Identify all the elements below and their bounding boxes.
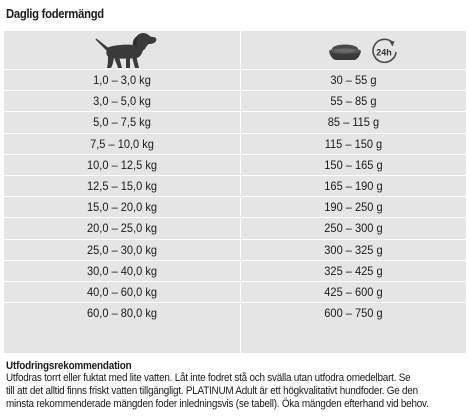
food-amount-cell: 55 – 85 g xyxy=(330,94,377,109)
table-row: 10,0 – 12,5 kg 150 – 165 g xyxy=(4,153,466,175)
page-title: Daglig fodermängd xyxy=(6,7,104,21)
weight-cell: 20,0 – 25,0 kg xyxy=(87,221,157,236)
table-row: 40,0 – 60,0 kg 425 – 600 g xyxy=(4,280,466,302)
food-amount-cell: 165 – 190 g xyxy=(324,178,383,193)
table-row: 25,0 – 30,0 kg 300 – 325 g xyxy=(4,238,466,260)
column-divider xyxy=(240,31,241,353)
food-amount-cell: 300 – 325 g xyxy=(324,242,383,257)
table-row: 60,0 – 80,0 kg 600 – 750 g xyxy=(4,302,466,323)
feeding-table: 24h 1,0 – 3,0 kg 30 – 55 g 3,0 – 5,0 kg … xyxy=(4,31,466,353)
food-amount-cell: 115 – 150 g xyxy=(324,136,383,151)
table-row: 7,5 – 10,0 kg 115 – 150 g xyxy=(4,132,466,154)
food-amount-cell: 30 – 55 g xyxy=(330,73,377,87)
recommendation-text: Utfodras torrt eller fuktat med lite vat… xyxy=(6,372,465,412)
clock-label: 24h xyxy=(376,48,392,58)
weight-cell: 1,0 – 3,0 kg xyxy=(93,73,151,87)
food-amount-cell: 325 – 425 g xyxy=(324,263,383,278)
weight-cell: 5,0 – 7,5 kg xyxy=(93,115,151,130)
weight-cell: 30,0 – 40,0 kg xyxy=(87,263,157,278)
weight-cell: 15,0 – 20,0 kg xyxy=(87,200,157,215)
weight-cell: 40,0 – 60,0 kg xyxy=(87,284,157,299)
weight-cell: 25,0 – 30,0 kg xyxy=(87,242,157,257)
recommendation-line: Utfodras torrt eller fuktat med lite vat… xyxy=(6,372,411,384)
food-amount-cell: 85 – 115 g xyxy=(327,115,380,130)
table-row: 12,5 – 15,0 kg 165 – 190 g xyxy=(4,174,466,196)
weight-cell: 60,0 – 80,0 kg xyxy=(87,306,157,321)
24h-clock-icon: 24h xyxy=(372,38,397,64)
food-amount-cell: 190 – 250 g xyxy=(324,200,383,215)
table-row: 15,0 – 20,0 kg 190 – 250 g xyxy=(4,196,466,217)
weight-cell: 12,5 – 15,0 kg xyxy=(87,178,157,193)
food-bowl-icon xyxy=(329,44,361,60)
table-row: 3,0 – 5,0 kg 55 – 85 g xyxy=(4,90,466,111)
table-row: 5,0 – 7,5 kg 85 – 115 g xyxy=(4,111,466,132)
dog-icon xyxy=(95,32,157,68)
weight-cell: 10,0 – 12,5 kg xyxy=(87,157,157,172)
recommendation-line: till att det alltid finns friskt vatten … xyxy=(6,385,418,398)
table-row: 30,0 – 40,0 kg 325 – 425 g xyxy=(4,259,466,281)
weight-cell: 7,5 – 10,0 kg xyxy=(90,136,154,151)
table-header: 24h xyxy=(4,31,466,69)
weight-cell: 3,0 – 5,0 kg xyxy=(93,94,151,109)
table-row: 1,0 – 3,0 kg 30 – 55 g xyxy=(4,69,466,90)
food-amount-cell: 150 – 165 g xyxy=(324,157,383,172)
food-amount-cell: 600 – 750 g xyxy=(324,306,383,321)
table-row: 20,0 – 25,0 kg 250 – 300 g xyxy=(4,217,466,238)
recommendation-title: Utfodringsrekommendation xyxy=(6,360,132,372)
food-amount-cell: 425 – 600 g xyxy=(324,284,383,299)
recommendation-line: minsta rekommenderade mängden foder inle… xyxy=(6,398,429,411)
food-amount-cell: 250 – 300 g xyxy=(324,221,383,236)
table-body: 1,0 – 3,0 kg 30 – 55 g 3,0 – 5,0 kg 55 –… xyxy=(4,69,466,323)
